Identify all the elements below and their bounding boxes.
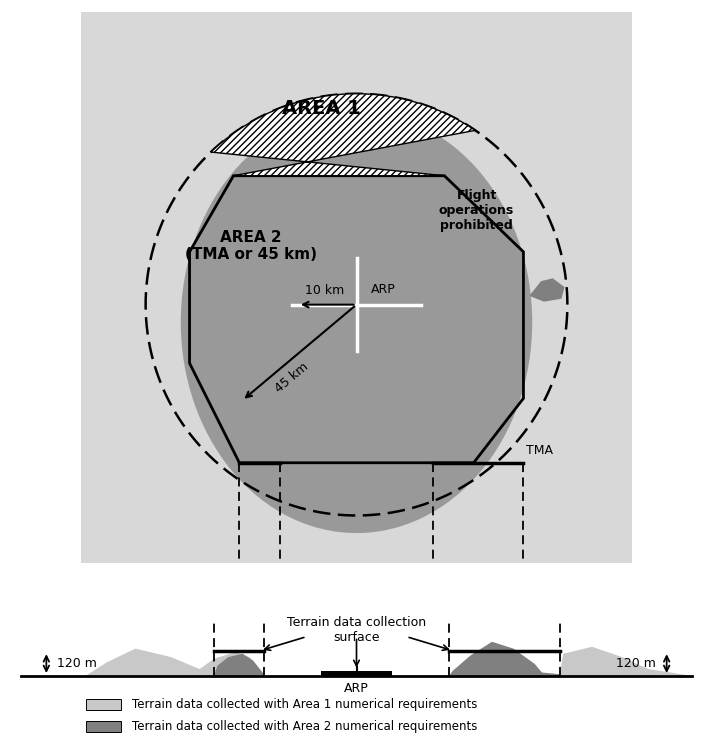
Text: AREA 2
(TMA or 45 km): AREA 2 (TMA or 45 km) [185, 230, 317, 262]
Text: Terrain data collection
surface: Terrain data collection surface [287, 616, 426, 644]
Bar [86, 699, 121, 710]
Bar [321, 671, 392, 676]
Polygon shape [214, 653, 264, 676]
Polygon shape [560, 647, 692, 676]
Text: Terrain data collected with Area 1 numerical requirements: Terrain data collected with Area 1 numer… [132, 698, 477, 711]
Bar [86, 721, 121, 732]
Text: TMA: TMA [526, 444, 553, 457]
Text: Terrain data collected with Area 2 numerical requirements: Terrain data collected with Area 2 numer… [132, 720, 477, 733]
Polygon shape [560, 647, 692, 676]
Polygon shape [21, 649, 264, 676]
Text: Flight
operations
prohibited: Flight operations prohibited [439, 189, 514, 232]
Text: ARP: ARP [371, 283, 396, 296]
Text: 45 km: 45 km [273, 360, 312, 396]
Polygon shape [449, 642, 560, 676]
Text: 10 km: 10 km [304, 284, 344, 297]
Text: ARP: ARP [344, 682, 369, 695]
Text: AREA 1: AREA 1 [282, 99, 361, 118]
Polygon shape [529, 278, 565, 302]
Polygon shape [211, 94, 476, 176]
Text: 120 m: 120 m [57, 657, 97, 670]
Text: 120 m: 120 m [616, 657, 656, 670]
Ellipse shape [181, 111, 532, 533]
